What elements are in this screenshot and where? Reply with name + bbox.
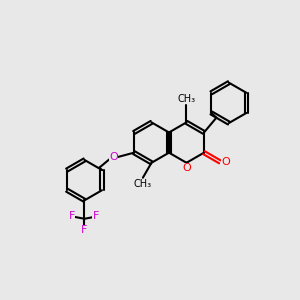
Text: O: O — [221, 157, 230, 167]
Text: F: F — [81, 225, 88, 235]
Text: CH₃: CH₃ — [177, 94, 196, 104]
Text: O: O — [110, 152, 118, 161]
Text: F: F — [93, 212, 99, 221]
Text: CH₃: CH₃ — [133, 179, 151, 189]
Text: F: F — [69, 212, 75, 221]
Text: O: O — [182, 163, 191, 173]
